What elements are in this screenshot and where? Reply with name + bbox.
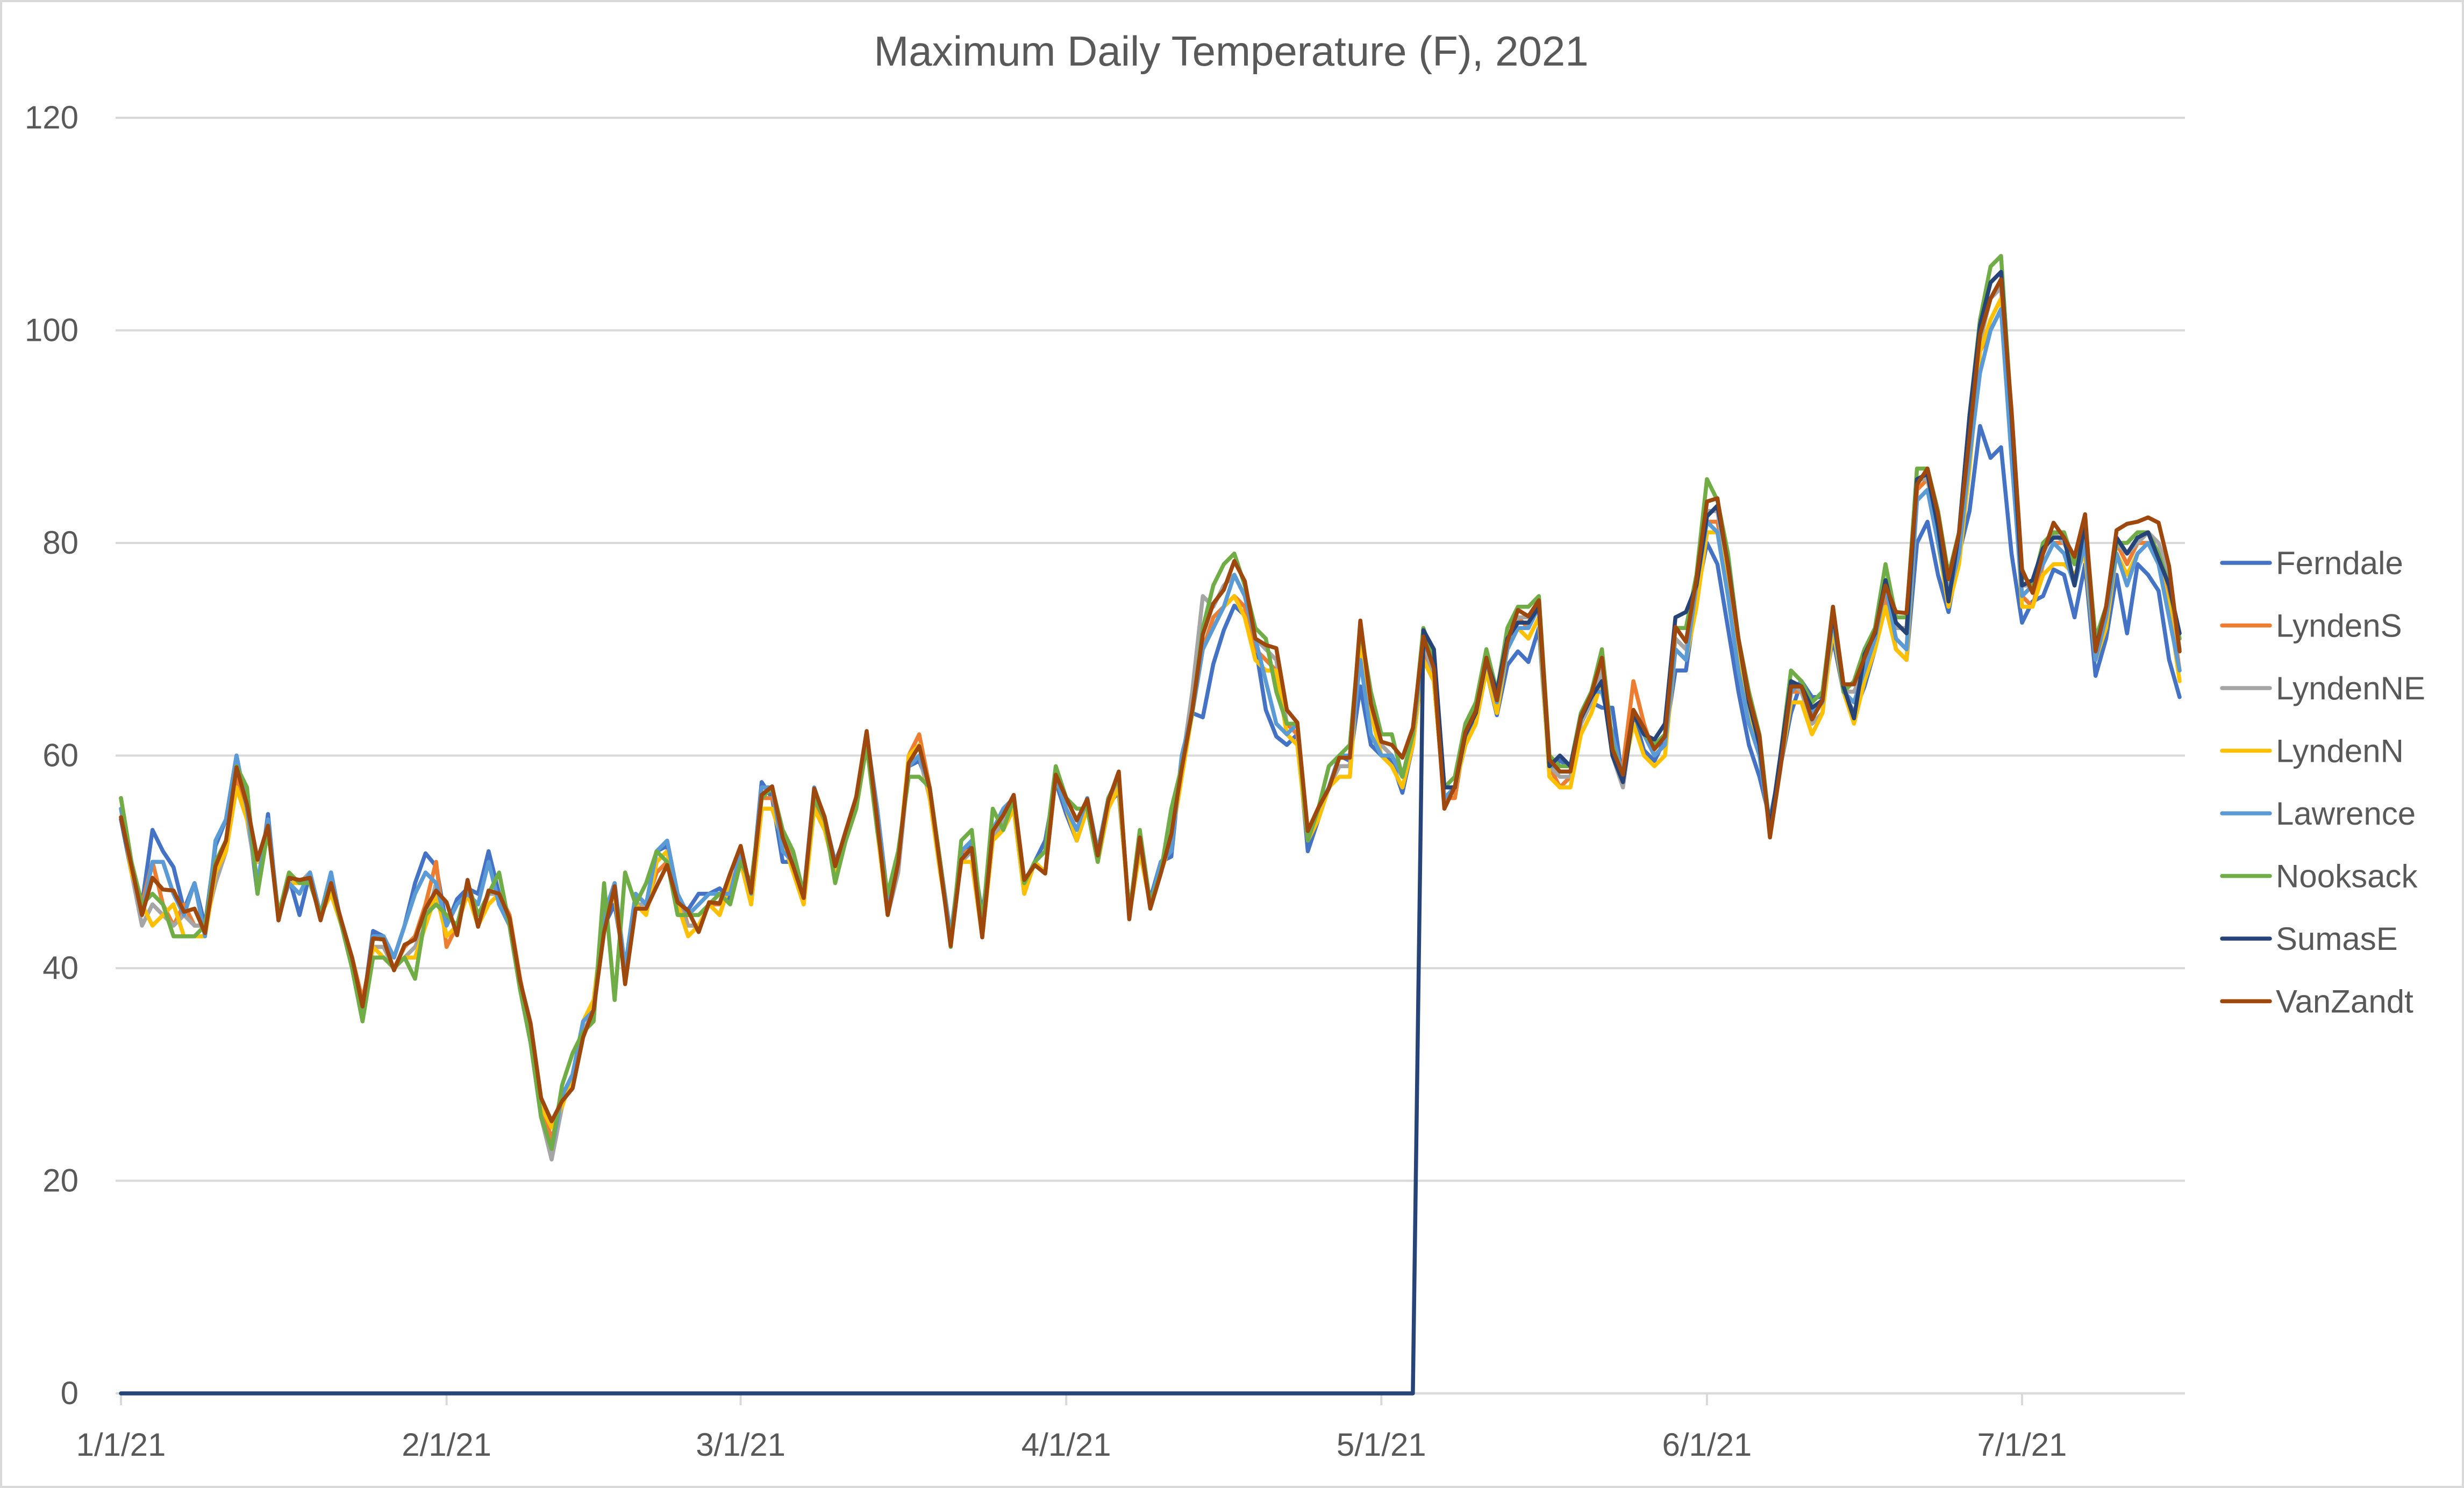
legend-item-sumase: SumasE bbox=[2220, 921, 2398, 957]
legend-item-lyndens: LyndenS bbox=[2220, 608, 2402, 644]
y-tick-label: 100 bbox=[25, 312, 78, 348]
series-line-ferndale bbox=[119, 424, 2182, 1146]
series-line-nooksack bbox=[119, 254, 2182, 1151]
y-tick-label: 20 bbox=[42, 1163, 78, 1199]
series-line-vanzandt bbox=[119, 277, 2182, 1124]
legend: Ferndale LyndenS LyndenNE LyndenN Lawrence No… bbox=[2220, 545, 2425, 1020]
legend-item-ferndale: Ferndale bbox=[2220, 545, 2403, 581]
x-axis: 1/1/21 2/1/21 3/1/21 4/1/21 5/1/21 6/1/21 7/1/… bbox=[76, 1393, 2067, 1463]
chart-title: Maximum Daily Temperature (F), 2021 bbox=[874, 27, 1588, 75]
legend-label: LyndenN bbox=[2276, 733, 2404, 769]
x-tick-label: 4/1/21 bbox=[1022, 1427, 1111, 1463]
series-line-lawrence bbox=[119, 307, 2182, 1151]
legend-label: SumasE bbox=[2276, 921, 2398, 957]
legend-item-nooksack: Nooksack bbox=[2220, 859, 2418, 895]
y-axis-ticks: 0 20 40 60 80 100 120 bbox=[25, 99, 78, 1411]
legend-item-lawrence: Lawrence bbox=[2220, 796, 2416, 832]
x-tick-label: 2/1/21 bbox=[402, 1427, 491, 1463]
y-tick-label: 120 bbox=[25, 99, 78, 135]
series-line-sumase bbox=[119, 269, 2182, 1396]
legend-label: Ferndale bbox=[2276, 545, 2403, 581]
legend-label: Nooksack bbox=[2276, 859, 2418, 895]
legend-label: LyndenS bbox=[2276, 608, 2402, 644]
y-tick-label: 80 bbox=[42, 525, 78, 561]
series-line-lyndenn bbox=[119, 296, 2182, 1130]
y-tick-label: 60 bbox=[42, 738, 78, 774]
y-tick-label: 40 bbox=[42, 950, 78, 986]
legend-label: LyndenNE bbox=[2276, 670, 2425, 706]
series-line-lyndens bbox=[119, 307, 2182, 1141]
x-tick-label: 7/1/21 bbox=[1977, 1427, 2067, 1463]
x-tick-label: 3/1/21 bbox=[696, 1427, 785, 1463]
series-lines bbox=[119, 254, 2182, 1396]
legend-item-vanzandt: VanZandt bbox=[2220, 984, 2413, 1020]
legend-label: Lawrence bbox=[2276, 796, 2416, 832]
y-tick-label: 0 bbox=[61, 1375, 78, 1411]
legend-item-lyndenn: LyndenN bbox=[2220, 733, 2404, 769]
legend-item-lyndenne: LyndenNE bbox=[2220, 670, 2425, 706]
x-tick-label: 1/1/21 bbox=[76, 1427, 166, 1463]
gridlines bbox=[116, 117, 2185, 1394]
series-line-lyndenne bbox=[119, 285, 2182, 1162]
x-tick-label: 6/1/21 bbox=[1662, 1427, 1752, 1463]
x-tick-label: 5/1/21 bbox=[1337, 1427, 1426, 1463]
legend-label: VanZandt bbox=[2276, 984, 2413, 1020]
